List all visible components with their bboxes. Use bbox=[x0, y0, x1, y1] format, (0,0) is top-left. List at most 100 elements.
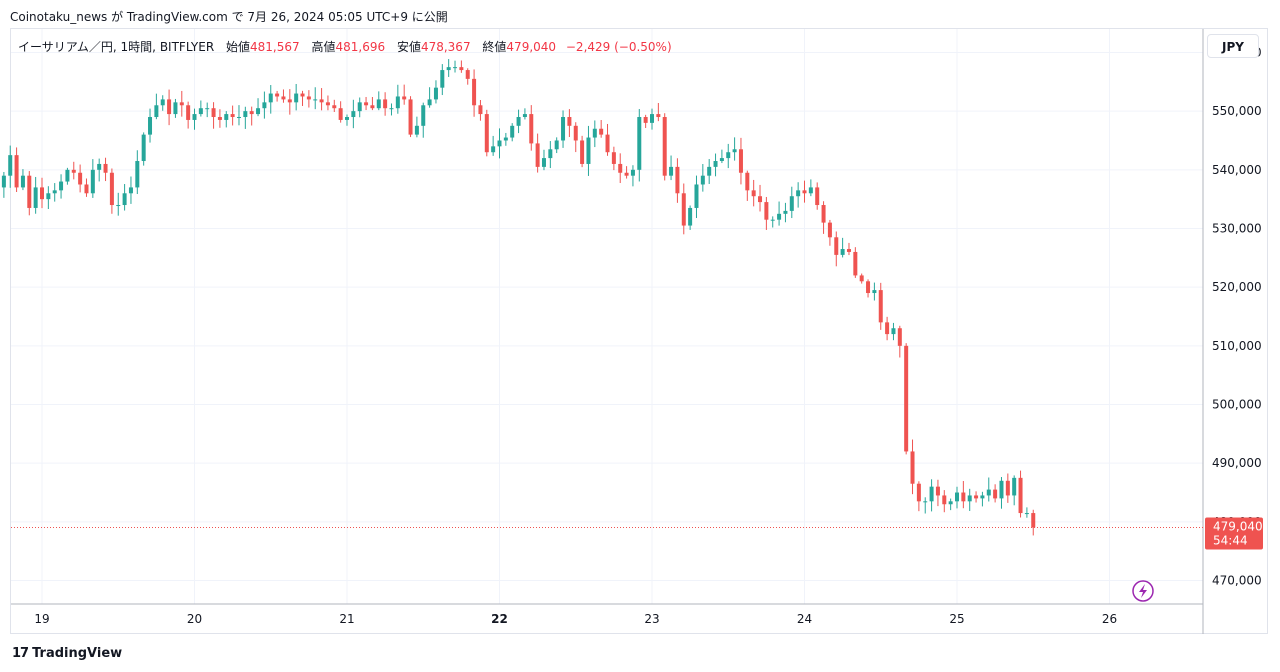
candle-body bbox=[345, 117, 349, 120]
candle-body bbox=[116, 205, 121, 207]
candle-body bbox=[14, 155, 19, 188]
candle-body bbox=[669, 166, 674, 176]
currency-button[interactable]: JPY bbox=[1207, 34, 1259, 58]
low-value: 478,367 bbox=[420, 40, 471, 54]
candle-body bbox=[935, 486, 940, 496]
candle-body bbox=[948, 501, 953, 505]
candle-body bbox=[236, 117, 241, 119]
symbol-label: イーサリアム／円, 1時間, BITFLYER bbox=[18, 40, 215, 54]
candle-body bbox=[974, 495, 979, 499]
candle-body bbox=[84, 184, 89, 194]
candle-body bbox=[440, 70, 445, 88]
candle-body bbox=[554, 140, 559, 150]
candle-body bbox=[97, 163, 102, 170]
candle-body bbox=[853, 251, 858, 276]
candle-body bbox=[287, 99, 292, 103]
candle-body bbox=[167, 99, 172, 115]
close-label: 終値 bbox=[482, 40, 507, 54]
candle-body bbox=[128, 187, 133, 194]
candle-body bbox=[624, 172, 629, 176]
candle-body bbox=[427, 99, 432, 106]
candle-body bbox=[891, 328, 896, 335]
candle-body bbox=[173, 102, 178, 115]
chart-frame bbox=[10, 28, 1268, 634]
candle-body bbox=[198, 108, 203, 115]
candle-body bbox=[516, 117, 521, 126]
candle-body bbox=[808, 187, 813, 194]
candle-body bbox=[783, 210, 788, 214]
candle-body bbox=[154, 105, 159, 118]
candle-body bbox=[109, 172, 114, 206]
change-value: −2,429 (−0.50%) bbox=[565, 40, 672, 54]
candle-body bbox=[186, 105, 191, 120]
last-price-tag bbox=[1205, 517, 1263, 550]
tradingview-footer[interactable]: 17 TradingView bbox=[12, 646, 122, 661]
candle-body bbox=[586, 137, 591, 164]
candle-body bbox=[275, 93, 280, 97]
candle-body bbox=[561, 117, 566, 141]
candle-body bbox=[148, 117, 153, 135]
candle-body bbox=[8, 155, 13, 176]
candle-body bbox=[510, 125, 515, 138]
candle-body bbox=[522, 114, 527, 118]
candle-body bbox=[383, 99, 388, 109]
candle-body bbox=[872, 290, 877, 294]
candle-body bbox=[414, 125, 419, 135]
candle-body bbox=[281, 96, 286, 100]
y-tick-label: 500,000 bbox=[1212, 398, 1262, 412]
close-value: 479,040 bbox=[506, 40, 557, 54]
candle-body bbox=[211, 108, 216, 118]
candle-body bbox=[179, 102, 184, 106]
candle-body bbox=[472, 78, 477, 106]
candle-body bbox=[732, 149, 737, 153]
candle-body bbox=[777, 213, 782, 220]
candle-body bbox=[618, 163, 623, 173]
candle-body bbox=[605, 134, 610, 153]
x-tick-label: 19 bbox=[34, 612, 49, 626]
candle-body bbox=[955, 492, 959, 502]
candle-body bbox=[230, 114, 235, 118]
candle-body bbox=[713, 161, 718, 167]
x-tick-label: 23 bbox=[644, 612, 659, 626]
x-tick-label: 25 bbox=[949, 612, 964, 626]
candle-body bbox=[46, 193, 51, 200]
candle-body bbox=[160, 99, 165, 106]
candle-body bbox=[840, 249, 845, 255]
low-label: 安値 bbox=[396, 40, 421, 54]
candle-body bbox=[306, 96, 311, 100]
x-tick-label: 24 bbox=[797, 612, 812, 626]
candle-body bbox=[256, 108, 261, 115]
y-tick-label: 550,000 bbox=[1212, 104, 1262, 118]
candle-body bbox=[573, 125, 578, 141]
candle-body bbox=[338, 108, 343, 120]
candle-body bbox=[866, 281, 871, 294]
candle-body bbox=[491, 146, 496, 153]
candle-body bbox=[878, 290, 883, 323]
candle-body bbox=[478, 105, 483, 115]
open-value: 481,567 bbox=[250, 40, 300, 54]
candle-body bbox=[325, 102, 330, 106]
candle-body bbox=[904, 345, 909, 452]
candle-body bbox=[376, 99, 381, 109]
candle-body bbox=[993, 489, 998, 499]
candle-body bbox=[681, 193, 686, 226]
candle-body bbox=[961, 492, 966, 502]
high-label: 高値 bbox=[311, 40, 336, 54]
candle-body bbox=[738, 149, 743, 173]
candle-body bbox=[980, 495, 985, 499]
candle-body bbox=[694, 184, 699, 208]
candle-body bbox=[535, 143, 540, 167]
candle-body bbox=[707, 166, 712, 176]
candle-body bbox=[33, 187, 38, 208]
candle-body bbox=[719, 158, 724, 162]
candle-body bbox=[389, 108, 394, 110]
candle-body bbox=[421, 105, 426, 126]
candle-body bbox=[929, 486, 934, 502]
candle-body bbox=[103, 163, 108, 173]
lightning-bolt-icon bbox=[1139, 584, 1147, 598]
candle-body bbox=[313, 99, 318, 101]
candle-body bbox=[910, 451, 915, 484]
candle-body bbox=[27, 175, 32, 208]
candle-body bbox=[999, 480, 1004, 499]
